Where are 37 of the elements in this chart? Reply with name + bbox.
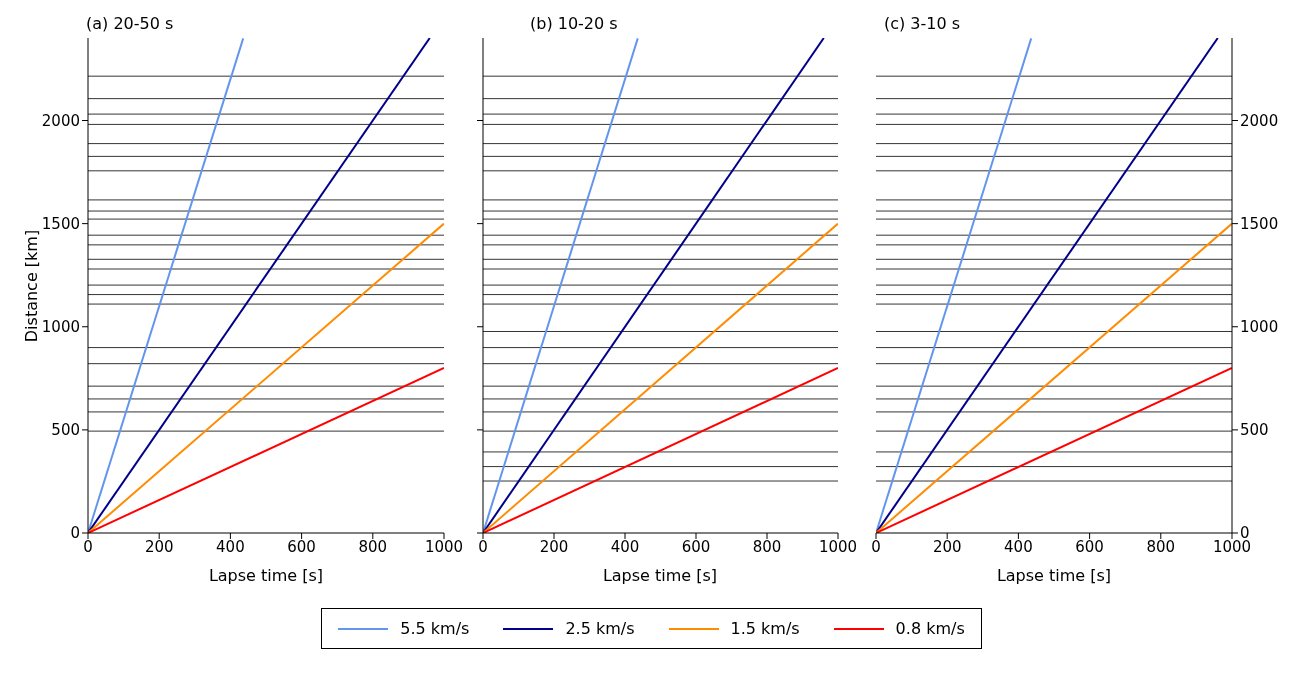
y-tick-label: 500 (51, 421, 80, 440)
legend-label: 0.8 km/s (895, 619, 965, 638)
x-tick-label: 400 (216, 537, 245, 556)
y-tick-label: 2000 (41, 111, 80, 130)
y2-tick-label: 1000 (1240, 318, 1279, 337)
y-tick-label: 0 (70, 524, 80, 543)
x-tick-label: 400 (610, 537, 640, 556)
x-axis-title: Lapse time [s] (995, 566, 1113, 585)
y2-tick-label: 500 (1240, 421, 1269, 440)
y2-tick-label: 2000 (1240, 111, 1279, 130)
x-tick-label: 800 (1146, 537, 1176, 556)
x-tick-label: 0 (83, 537, 93, 556)
x-tick-label: 200 (539, 537, 569, 556)
legend-label: 2.5 km/s (565, 619, 635, 638)
x-tick-label: 0 (871, 537, 881, 556)
x-tick-label: 600 (681, 537, 711, 556)
chart-title: (a) 20-50 s (86, 14, 174, 33)
x-axis-title: Lapse time [s] (601, 566, 719, 585)
x-tick-label: 1000 (818, 537, 858, 556)
y-axis-title: Distance [km] (22, 229, 41, 342)
x-tick-label: 600 (1075, 537, 1104, 556)
x-tick-label: 800 (752, 537, 782, 556)
x-tick-label: 1000 (424, 537, 464, 556)
chart-title: (b) 10-20 s (530, 14, 618, 33)
x-tick-label: 200 (144, 537, 174, 556)
legend-label: 1.5 km/s (730, 619, 800, 638)
chart-title: (c) 3-10 s (884, 14, 961, 33)
x-tick-label: 600 (287, 537, 316, 556)
x-tick-label: 400 (1004, 537, 1033, 556)
y-tick-label: 1500 (41, 214, 80, 233)
x-tick-label: 800 (358, 537, 388, 556)
y-tick-label: 1000 (41, 318, 80, 337)
x-tick-label: 0 (478, 537, 488, 556)
legend-label: 5.5 km/s (400, 619, 470, 638)
x-axis-title: Lapse time [s] (207, 566, 325, 585)
x-tick-label: 200 (932, 537, 962, 556)
y2-tick-label: 1500 (1240, 214, 1279, 233)
